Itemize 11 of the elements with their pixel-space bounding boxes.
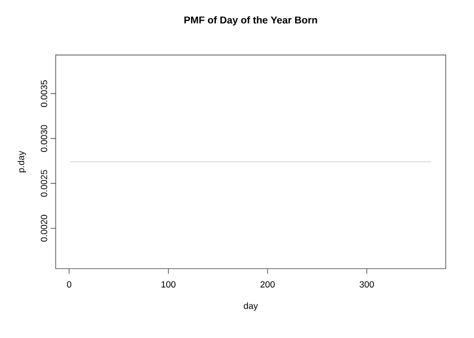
y-axis-title: p.day — [18, 150, 26, 172]
y-tick-label: 0.0035 — [40, 80, 48, 107]
x-tick-label: 100 — [162, 281, 176, 288]
x-tick-label: 0 — [67, 281, 72, 288]
x-tick-label: 200 — [260, 281, 275, 288]
y-tick-label: 0.0025 — [40, 170, 48, 197]
x-axis-title: day — [244, 302, 258, 311]
y-tick-label: 0.0030 — [40, 125, 48, 152]
y-tick-label: 0.0020 — [40, 214, 48, 242]
chart-title: PMF of Day of the Year Born — [184, 16, 318, 26]
x-tick-label: 300 — [360, 281, 374, 288]
